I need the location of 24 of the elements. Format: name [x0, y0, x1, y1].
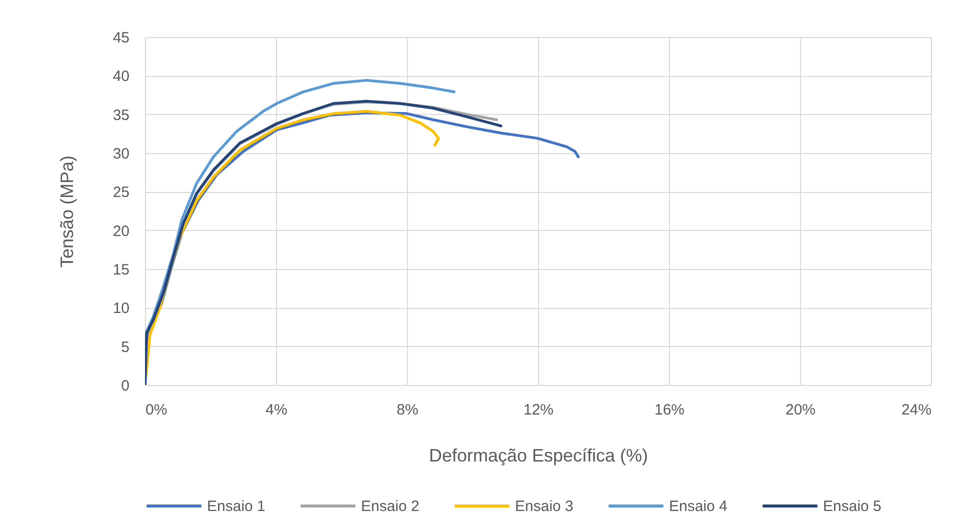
legend-label: Ensaio 5	[823, 498, 882, 515]
y-tick-label: 0	[121, 378, 130, 394]
y-tick-label: 15	[112, 262, 130, 278]
x-tick-label: 0%	[146, 402, 168, 418]
y-tick-label: 30	[112, 146, 130, 162]
x-axis-title: Deformação Específica (%)	[428, 446, 648, 466]
y-tick-label: 35	[112, 106, 130, 124]
x-tick-label: 16%	[654, 402, 685, 418]
y-tick-label: 25	[112, 184, 130, 202]
y-tick-label: 40	[112, 68, 130, 86]
y-axis-title: Tensão (MPa)	[56, 155, 77, 268]
legend-label: Ensaio 4	[669, 498, 728, 515]
x-tick-label: 4%	[266, 402, 288, 418]
y-tick-label: 20	[112, 222, 130, 240]
y-tick-label: 45	[112, 30, 130, 46]
y-tick-label: 5	[121, 338, 130, 356]
x-tick-label: 20%	[785, 402, 816, 418]
x-tick-label: 8%	[396, 402, 418, 418]
x-tick-label: 24%	[901, 402, 932, 418]
legend-label: Ensaio 3	[515, 498, 574, 515]
legend-label: Ensaio 1	[207, 498, 266, 515]
y-tick-label: 10	[112, 300, 130, 318]
legend-label: Ensaio 2	[361, 498, 420, 515]
x-tick-label: 12%	[523, 402, 554, 418]
